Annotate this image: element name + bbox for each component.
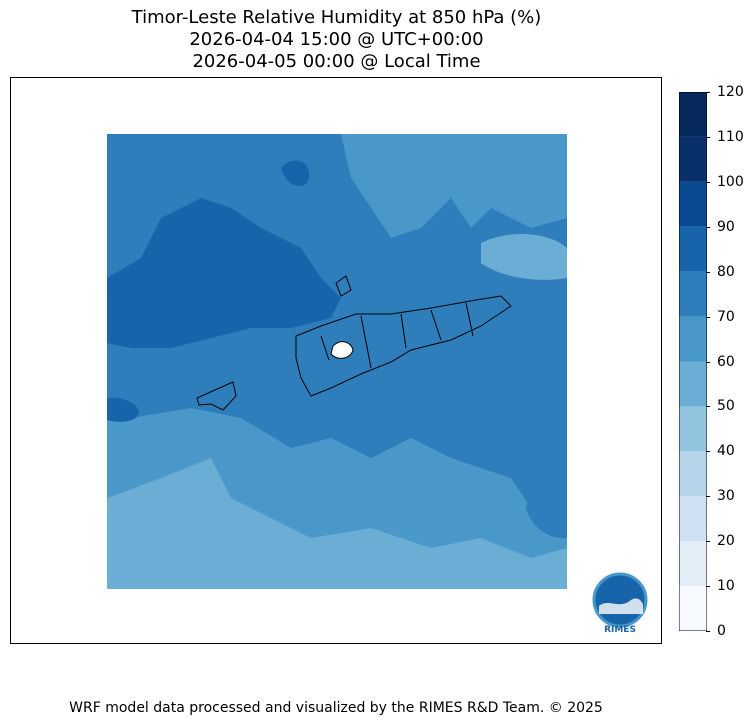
colorbar-tick-label: 20 — [706, 534, 735, 548]
colorbar-segment — [679, 181, 707, 227]
contour-80-90 — [107, 198, 341, 348]
contour-60-70-north — [341, 134, 567, 238]
district-boundaries — [320, 302, 474, 369]
colorbar-tick-label: 90 — [706, 220, 735, 234]
colorbar-tick-label: 70 — [706, 310, 735, 324]
local-time-label: 2026-04-05 00:00 @ Local Time — [192, 51, 481, 72]
oecusse-exclave — [196, 381, 237, 411]
rimes-logo: RIMES — [592, 572, 648, 635]
footer-credit: WRF model data processed and visualized … — [69, 700, 603, 716]
humidity-contour-plot — [107, 134, 567, 589]
colorbar-segment — [679, 226, 707, 272]
masked-area — [330, 341, 354, 359]
colorbar-segment — [679, 541, 707, 587]
humidity-map — [10, 77, 662, 644]
colorbar-segment — [679, 136, 707, 182]
colorbar-segment — [679, 271, 707, 317]
colorbar-segment — [679, 406, 707, 452]
colorbar-tick-label: 100 — [706, 175, 744, 189]
colorbar — [679, 92, 707, 631]
colorbar-tick-label: 60 — [706, 355, 735, 369]
colorbar-tick-label: 10 — [706, 579, 735, 593]
colorbar-tick-label: 50 — [706, 399, 735, 413]
contour-80-90-spot — [281, 160, 310, 187]
colorbar-tick-label: 120 — [706, 85, 744, 99]
colorbar-tick-label: 110 — [706, 130, 744, 144]
colorbar-segment — [679, 451, 707, 497]
colorbar-tick-label: 80 — [706, 265, 735, 279]
utc-time-label: 2026-04-04 15:00 @ UTC+00:00 — [189, 29, 484, 50]
colorbar-tick-label: 0 — [706, 624, 726, 638]
svg-text:RIMES: RIMES — [604, 625, 636, 635]
contour-50-60 — [107, 458, 567, 589]
atauro-island — [335, 275, 352, 297]
contour-50-60-east — [481, 233, 567, 280]
colorbar-segment — [679, 361, 707, 407]
colorbar-tick-label: 30 — [706, 489, 735, 503]
contour-80-90-west-edge — [107, 397, 139, 422]
map-title: Timor-Leste Relative Humidity at 850 hPa… — [131, 7, 542, 28]
colorbar-segment — [679, 496, 707, 542]
contour-70-80-southeast — [526, 474, 567, 539]
colorbar-segment — [679, 586, 707, 631]
timor-leste-boundary — [295, 295, 512, 397]
colorbar-tick-label: 40 — [706, 444, 735, 458]
colorbar-segment — [679, 92, 707, 137]
colorbar-segment — [679, 316, 707, 362]
